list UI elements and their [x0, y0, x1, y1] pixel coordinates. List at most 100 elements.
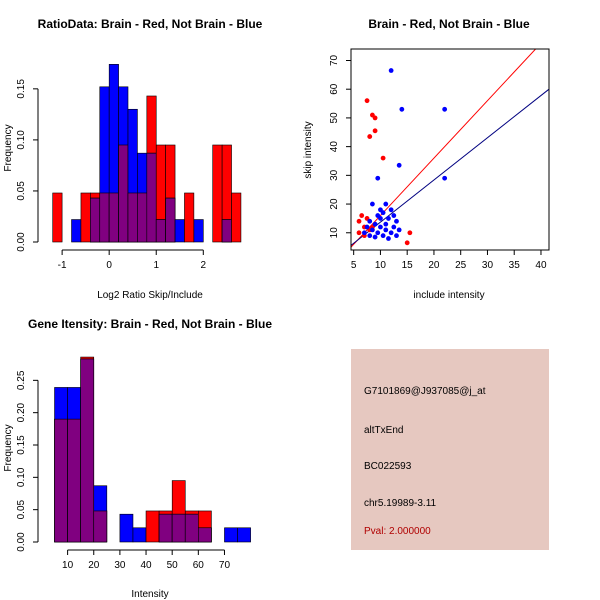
scatter-y-tick-label: 40 — [329, 141, 340, 153]
scatter-fit-line — [351, 49, 537, 248]
gene-histogram-bars — [54, 356, 251, 543]
ratio-brain-bar — [212, 144, 223, 243]
ratio-x-tick-label: 0 — [106, 260, 112, 271]
scatter-x-tick-label: 15 — [402, 260, 414, 271]
gene-y-tick-label: 0.20 — [16, 402, 27, 422]
ratio-overlap-bar — [127, 192, 138, 243]
gene-y-tick-label: 0.00 — [16, 532, 27, 552]
ratio-overlap-bar — [146, 152, 157, 243]
scatter-notbrain-point — [367, 218, 373, 224]
scatter-y-tick-label: 30 — [329, 169, 340, 181]
gene-y-tick-label: 0.25 — [16, 370, 27, 390]
scatter-x-tick-label: 5 — [351, 260, 357, 271]
ratio-y-tick-label: 0.15 — [16, 79, 27, 99]
scatter-notbrain-point — [383, 227, 389, 233]
gene-histogram-ylabel: Frequency — [3, 424, 14, 471]
scatter-notbrain-point — [372, 221, 378, 227]
gene-histogram-axes: 10 20 30 40 50 60 70 0.00 0.05 0.10 0.15 0.20 0.25 — [16, 370, 230, 571]
gene-x-tick-label: 40 — [140, 560, 152, 571]
gene-x-tick-label: 50 — [167, 560, 179, 571]
scatter-notbrain-point — [442, 106, 448, 112]
ratio-brain-bar — [52, 192, 63, 243]
pval-text: Pval: 2.000000 — [364, 526, 431, 537]
scatter-notbrain-point — [375, 175, 381, 181]
scatter-notbrain-point — [380, 233, 386, 239]
scatter-y-tick-label: 20 — [329, 198, 340, 210]
scatter-brain-point — [359, 213, 365, 218]
ratio-x-tick-label: -1 — [58, 260, 67, 271]
gene-y-tick-label: 0.10 — [16, 467, 27, 487]
scatter-brain-point — [380, 155, 386, 161]
scatter-x-tick-label: 10 — [375, 260, 387, 271]
scatter-notbrain-point — [396, 227, 402, 233]
scatter-x-tick-label: 35 — [509, 260, 521, 271]
scatter-notbrain-point — [396, 162, 402, 168]
scatter-x-tick-label: 25 — [455, 260, 467, 271]
gene-y-tick-label: 0.05 — [16, 499, 27, 519]
scatter-notbrain-point — [394, 218, 399, 224]
gene-y-tick-label: 0.15 — [16, 435, 27, 455]
scatter-notbrain-point — [442, 175, 448, 181]
scatter-marks — [351, 41, 549, 248]
scatter-notbrain-point — [388, 68, 394, 73]
scatter-notbrain-point — [386, 216, 391, 221]
scatter-y-tick-label: 70 — [329, 54, 340, 66]
gene-histogram-xlabel: Intensity — [131, 589, 168, 600]
scatter-notbrain-point — [361, 230, 367, 236]
scatter-notbrain-point — [541, 41, 546, 46]
gene-x-tick-label: 60 — [193, 560, 205, 571]
ratio-x-tick-label: 1 — [153, 260, 159, 271]
ratio-x-tick-label: 2 — [201, 260, 207, 271]
scatter-notbrain-point — [370, 201, 375, 207]
scatter-notbrain-point — [378, 207, 383, 213]
scatter-brain-point — [407, 230, 413, 236]
scatter-brain-point — [356, 218, 362, 224]
event-type-text: altTxEnd — [364, 425, 404, 436]
gene-notbrain-bar — [119, 513, 134, 543]
gene-overlap-bar — [93, 510, 108, 543]
ratio-histogram-xlabel: Log2 Ratio Skip/Include — [97, 290, 203, 301]
scatter-x-tick-label: 40 — [535, 260, 547, 271]
gene-x-tick-label: 10 — [62, 560, 74, 571]
probe-info-panel: G7101869@J937085@j_at altTxEnd BC022593 … — [351, 349, 549, 550]
ratio-overlap-bar — [99, 192, 110, 243]
scatter-xlabel: include intensity — [413, 290, 484, 301]
ratio-overlap-bar — [165, 197, 176, 243]
scatter-notbrain-point — [391, 224, 397, 230]
ratio-overlap-bar — [137, 192, 148, 243]
ratio-notbrain-bar — [174, 219, 185, 243]
scatter-notbrain-point — [394, 233, 399, 239]
gene-x-tick-label: 30 — [114, 560, 126, 571]
probe-id-text: G7101869@J937085@j_at — [364, 386, 486, 397]
gene-x-tick-label: 70 — [219, 560, 231, 571]
ratio-histogram: RatioData: Brain - Red, Not Brain - Blue… — [3, 17, 263, 301]
scatter-notbrain-point — [364, 224, 370, 230]
scatter-notbrain-point — [370, 227, 375, 233]
gene-overlap-bar — [158, 513, 173, 543]
gene-notbrain-bar — [132, 527, 147, 543]
gene-brain-bar — [145, 510, 160, 543]
ratio-notbrain-bar — [193, 219, 204, 243]
gene-intensity-histogram: Gene Itensity: Brain - Red, Not Brain - … — [3, 317, 272, 600]
scatter-x-tick-label: 20 — [428, 260, 440, 271]
ratio-notbrain-bar — [71, 219, 82, 243]
gene-overlap-bar — [80, 358, 95, 543]
location-text: chr5.19989-3.11 — [364, 498, 437, 509]
scatter-y-tick-label: 60 — [329, 83, 340, 95]
scatter-brain-point — [372, 115, 378, 121]
scatter-brain-point — [372, 128, 378, 134]
gene-notbrain-bar — [237, 527, 251, 543]
ratio-y-tick-label: 0.10 — [16, 130, 27, 150]
scatter-notbrain-point — [386, 236, 391, 241]
gene-overlap-bar — [184, 513, 199, 543]
ratio-y-tick-label: 0.00 — [16, 232, 27, 252]
scatter-y-tick-label: 50 — [329, 112, 340, 124]
gene-overlap-bar — [198, 527, 212, 543]
ratio-histogram-title: RatioData: Brain - Red, Not Brain - Blue — [38, 17, 263, 31]
scatter-brain-point — [356, 230, 362, 236]
ratio-overlap-bar — [221, 219, 232, 243]
scatter-notbrain-point — [388, 207, 394, 213]
scatter-notbrain-point — [372, 234, 378, 240]
scatter-plot-area: 5 10 15 20 25 30 35 40 10 20 30 40 50 60 70 — [329, 41, 550, 271]
